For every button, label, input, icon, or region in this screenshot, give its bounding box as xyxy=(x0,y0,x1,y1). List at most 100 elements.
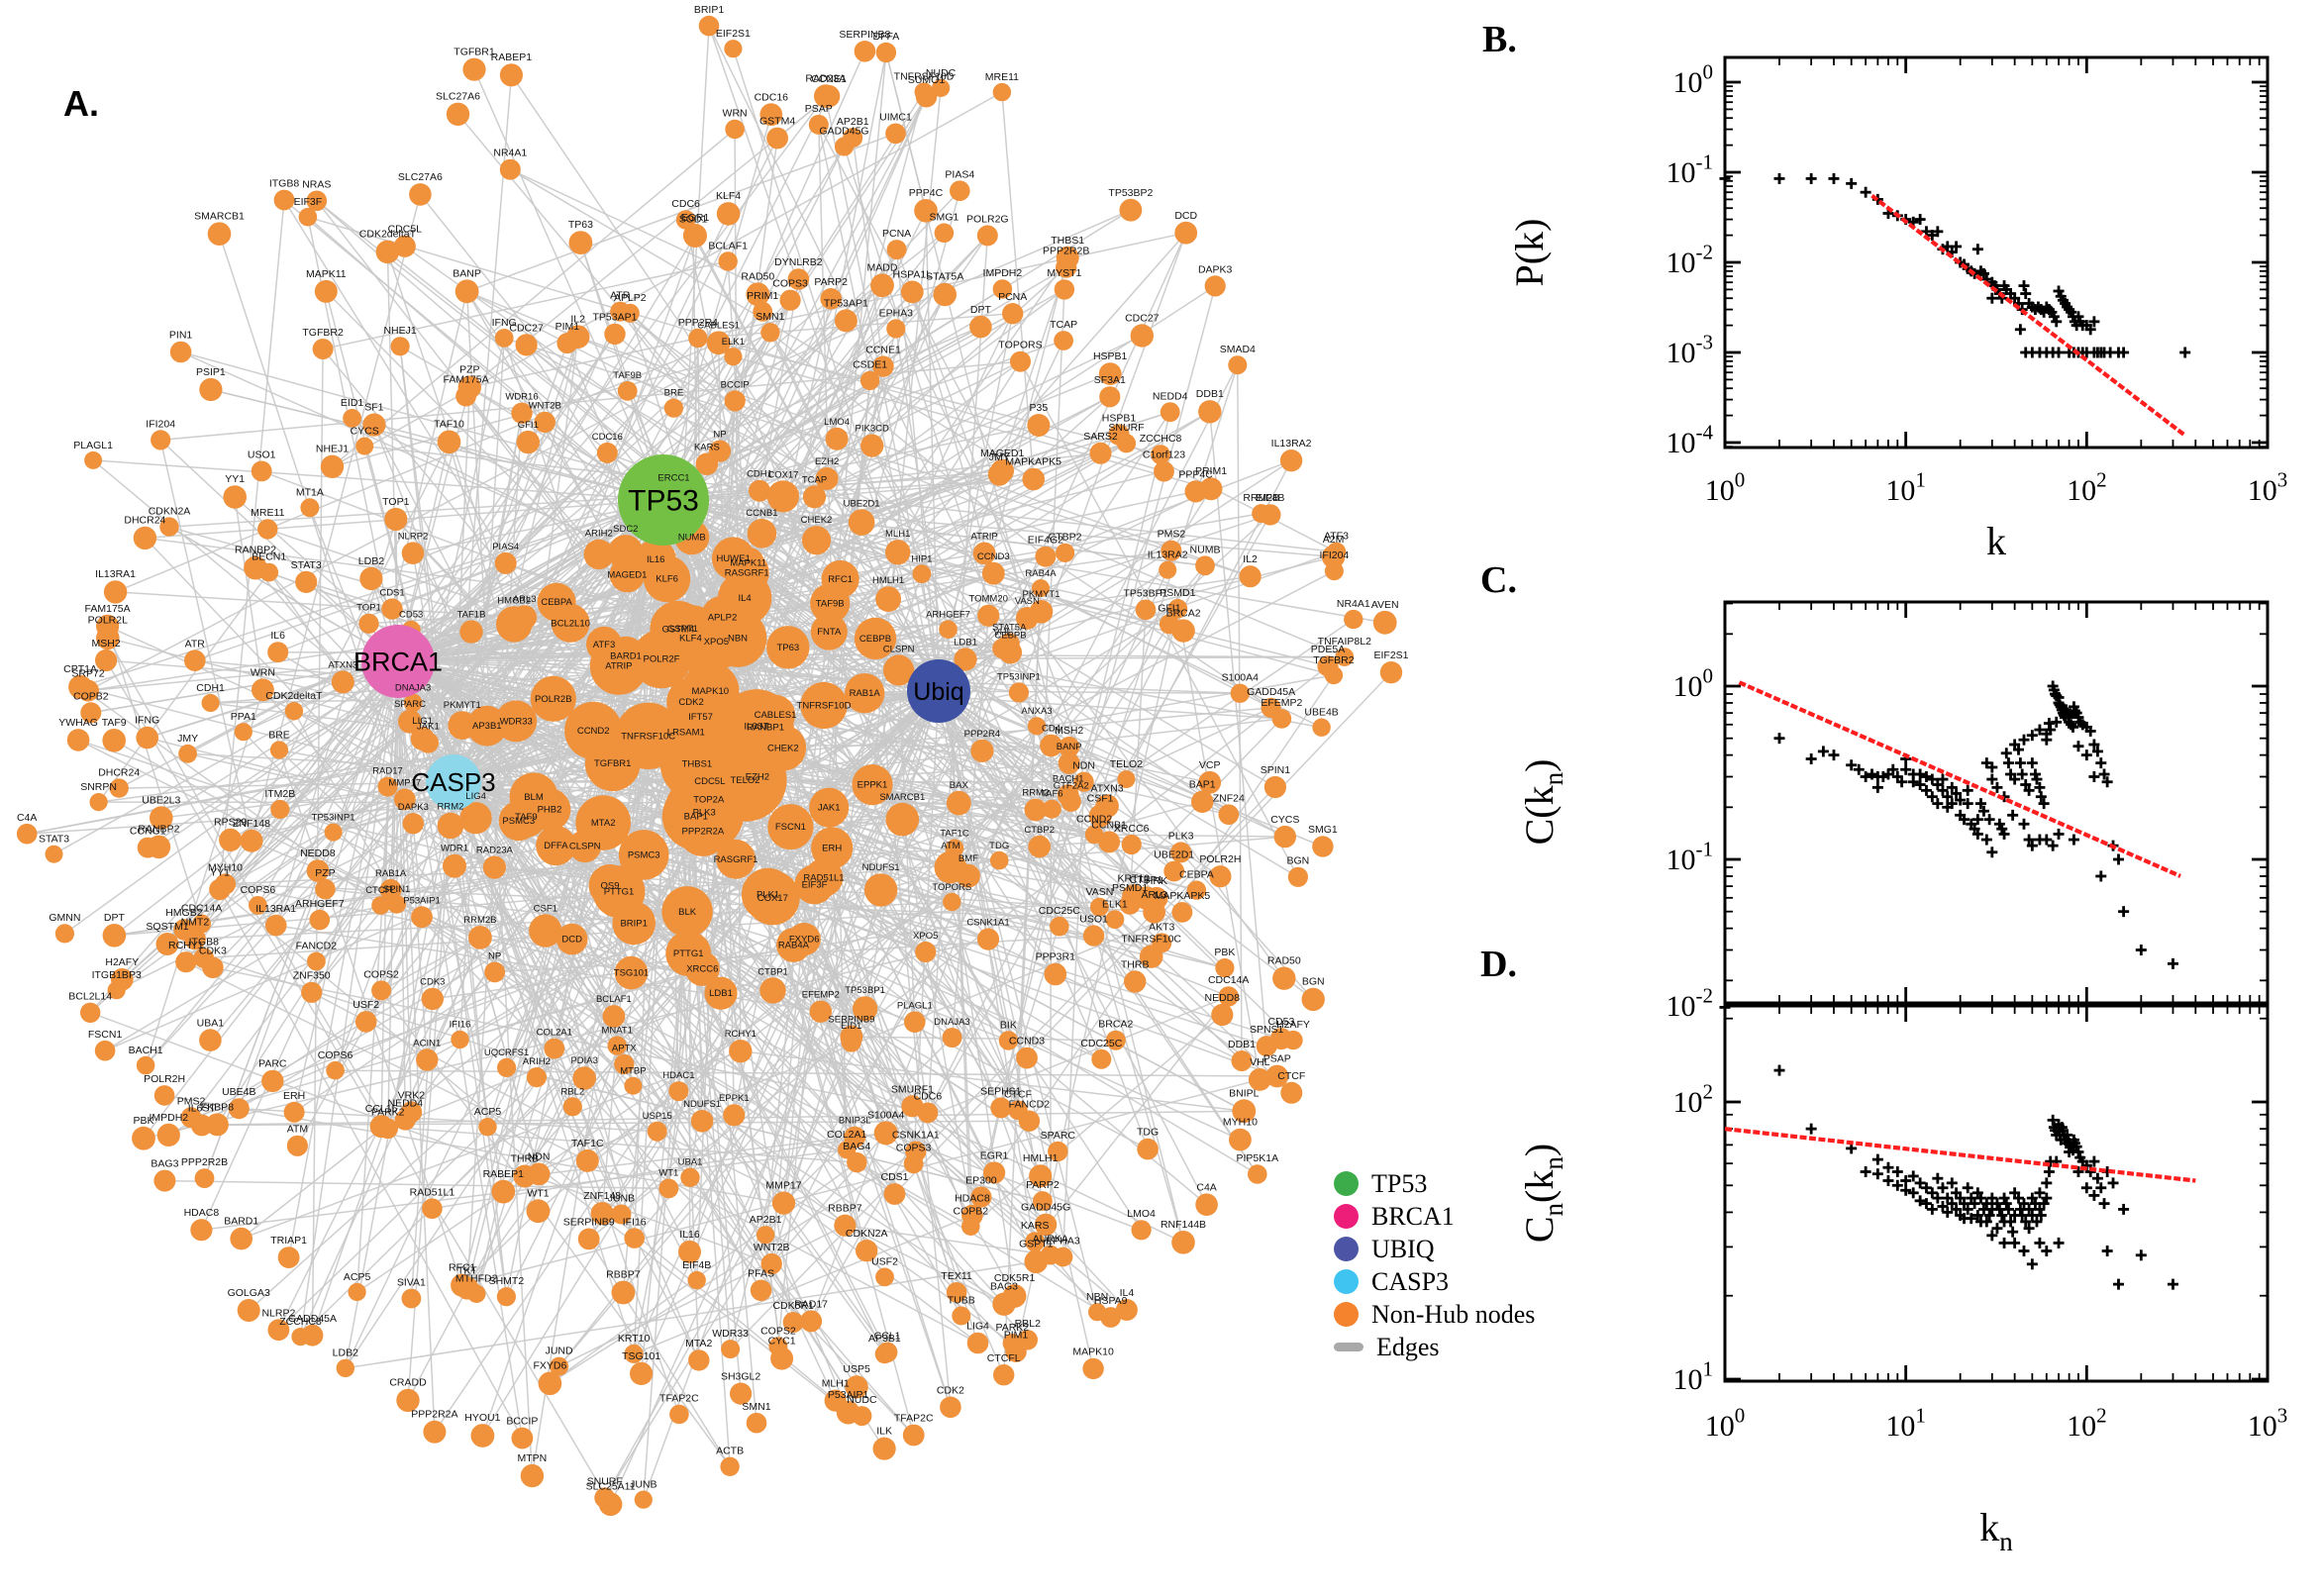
node-label: C1orf123 xyxy=(1143,449,1185,461)
network-edge xyxy=(526,344,762,535)
node-label: PIAS4 xyxy=(945,168,974,180)
node-label: TOP1 xyxy=(356,603,381,614)
network-node xyxy=(987,462,1011,486)
network-node xyxy=(749,479,770,502)
network-node xyxy=(1042,799,1061,819)
node-label: RAD51L1 xyxy=(410,1186,455,1198)
node-label: VHL xyxy=(1250,1056,1270,1068)
network-node xyxy=(515,334,538,356)
network-node xyxy=(575,795,631,850)
node-label: XRCC6 xyxy=(686,963,718,974)
network-node xyxy=(381,598,403,620)
node-label: EPPK1 xyxy=(719,1093,750,1104)
network-node xyxy=(1090,897,1109,917)
hub-node-ubiq xyxy=(907,659,970,723)
network-node xyxy=(348,1282,366,1302)
network-node xyxy=(943,892,961,912)
node-label: CCND2 xyxy=(577,726,610,737)
network-edge xyxy=(364,445,1337,553)
network-edge xyxy=(983,411,1211,554)
node-label: MAPK11 xyxy=(306,268,347,280)
legend-item-casp3: CASP3 xyxy=(1334,1268,1535,1294)
node-label: SMARCB1 xyxy=(194,210,245,222)
node-label: ZNF148 xyxy=(233,818,270,830)
node-label: MSH2 xyxy=(1055,725,1083,737)
node-label: IFI16 xyxy=(623,1216,647,1228)
network-edge xyxy=(588,1239,731,1467)
network-edge xyxy=(662,326,981,501)
node-label: THRB xyxy=(1121,958,1150,970)
network-node xyxy=(1171,902,1193,923)
network-node xyxy=(133,526,157,550)
network-edge xyxy=(397,311,763,662)
network-node xyxy=(885,540,911,565)
network-node xyxy=(96,626,120,650)
network-node xyxy=(416,1048,439,1071)
node-label: FSCN1 xyxy=(88,1029,123,1041)
network-node xyxy=(905,1141,927,1162)
network-node xyxy=(511,402,533,424)
network-node xyxy=(1015,607,1039,630)
network-node xyxy=(961,1204,983,1227)
network-edge xyxy=(938,690,1294,1042)
node-label: MAPK10 xyxy=(692,686,730,697)
node-label: PDE5A xyxy=(1311,644,1345,655)
node-label: WRN xyxy=(723,108,748,120)
node-label: ELK1 xyxy=(722,337,745,348)
network-node xyxy=(993,1364,1015,1386)
node-label: HDAC1 xyxy=(662,1070,694,1081)
axis-title: kn xyxy=(1979,1505,2013,1556)
node-label: PSIP1 xyxy=(196,366,226,378)
network-edge xyxy=(964,257,1068,660)
network-node xyxy=(1130,324,1155,348)
node-label: BRIP1 xyxy=(694,4,725,16)
node-label: NDUFS1 xyxy=(683,1099,721,1110)
node-label: ARHGEF7 xyxy=(926,609,970,620)
node-label: NUDC xyxy=(926,67,957,79)
node-label: COPB2 xyxy=(953,1205,988,1217)
node-label: RAD17 xyxy=(794,1299,828,1311)
network-node xyxy=(934,223,955,244)
network-node xyxy=(230,1227,252,1250)
network-node xyxy=(393,235,416,257)
node-label: C4A xyxy=(1196,1181,1216,1193)
network-node xyxy=(398,709,422,734)
node-label: LDB1 xyxy=(709,988,733,999)
node-label: EZH2 xyxy=(815,456,839,467)
panel-b-plot: 100 10-1 10-2 10-3 10-4 100 101 102 103 P(k) k xyxy=(1507,55,2287,563)
network-node xyxy=(946,1282,967,1303)
network-node xyxy=(756,1226,775,1245)
node-label: BRCA2 xyxy=(1098,1019,1133,1031)
network-hubs xyxy=(361,454,970,810)
node-label: CSDE1 xyxy=(853,359,887,371)
node-label: HSPB1 xyxy=(1093,350,1128,362)
node-label: COPS2 xyxy=(760,1326,796,1338)
network-edge xyxy=(260,470,679,631)
network-node xyxy=(725,119,745,140)
node-label: JMY xyxy=(989,451,1010,463)
node-label: TUBB xyxy=(948,1295,975,1307)
node-label: CHEK2 xyxy=(801,515,833,526)
network-node xyxy=(1191,790,1214,813)
network-node xyxy=(933,282,957,307)
network-node xyxy=(624,1076,643,1095)
node-label: SARS2 xyxy=(1083,431,1118,443)
network-node xyxy=(876,1342,898,1363)
network-node xyxy=(1198,770,1222,794)
node-label: MRE11 xyxy=(985,71,1019,83)
network-node xyxy=(1344,609,1364,630)
network-edge xyxy=(219,888,837,1402)
node-label: VASN xyxy=(1015,596,1040,607)
network-node xyxy=(820,288,842,310)
node-label: VRK2 xyxy=(398,1089,426,1101)
node-label: ZCCHC8 xyxy=(279,1316,322,1328)
network-node xyxy=(624,1228,645,1248)
network-node xyxy=(1379,661,1403,684)
network-node xyxy=(544,1038,565,1059)
network-node xyxy=(759,103,783,127)
network-node xyxy=(1022,467,1045,491)
network-node xyxy=(536,825,576,866)
node-label: TFAP2C xyxy=(659,1393,699,1405)
legend-item-non-hub-nodes: Non-Hub nodes xyxy=(1334,1301,1535,1327)
network-node xyxy=(872,355,894,377)
